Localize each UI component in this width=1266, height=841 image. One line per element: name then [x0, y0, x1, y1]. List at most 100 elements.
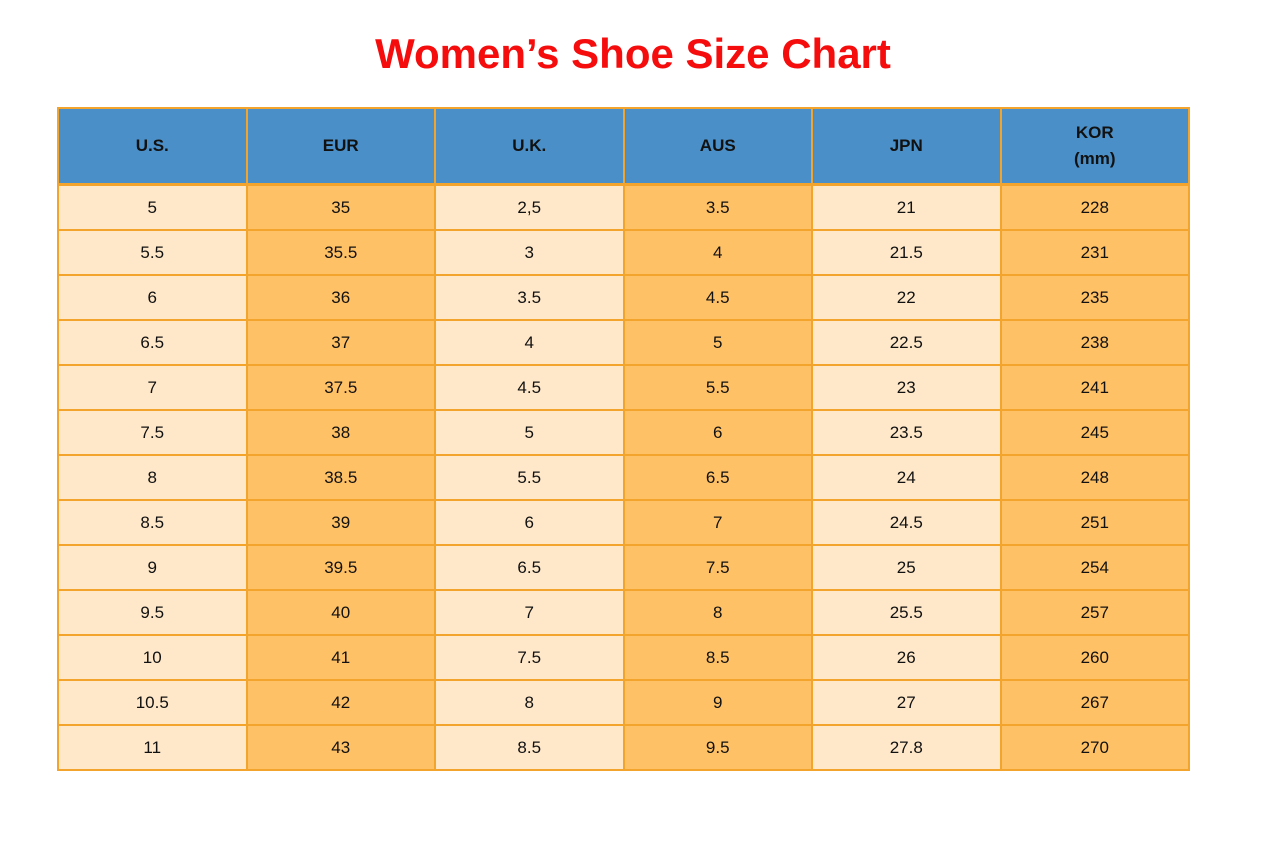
cell: 6.5	[434, 544, 625, 591]
cell: 24.5	[811, 499, 1002, 546]
cell: 3.5	[622, 183, 813, 231]
cell: 24	[811, 454, 1002, 501]
table-row: 11 43 8.5 9.5 27.8 270	[57, 724, 1190, 771]
cell: 7	[622, 499, 813, 546]
table-row: 9.5 40 7 8 25.5 257	[57, 589, 1190, 636]
cell: 22	[811, 274, 1002, 321]
cell: 42	[245, 679, 436, 726]
header-cell-jpn: JPN	[811, 107, 1002, 186]
cell: 37	[245, 319, 436, 366]
cell: 5.5	[622, 364, 813, 411]
cell: 6.5	[622, 454, 813, 501]
cell: 8.5	[434, 724, 625, 771]
cell: 254	[999, 544, 1190, 591]
table-row: 9 39.5 6.5 7.5 25 254	[57, 544, 1190, 591]
table-row: 6 36 3.5 4.5 22 235	[57, 274, 1190, 321]
cell: 8.5	[622, 634, 813, 681]
page-title: Women’s Shoe Size Chart	[375, 30, 891, 77]
table-row: 8 38.5 5.5 6.5 24 248	[57, 454, 1190, 501]
cell: 251	[999, 499, 1190, 546]
cell: 10.5	[57, 679, 248, 726]
cell: 35	[245, 183, 436, 231]
cell: 7.5	[57, 409, 248, 456]
cell: 22.5	[811, 319, 1002, 366]
shoe-size-table: U.S. EUR U.K. AUS JPN KOR (mm) 5 35 2,5 3.5 21 228 5…	[57, 107, 1190, 771]
cell: 8	[434, 679, 625, 726]
cell: 4.5	[434, 364, 625, 411]
table-row: 5.5 35.5 3 4 21.5 231	[57, 229, 1190, 276]
header-row: U.S. EUR U.K. AUS JPN KOR (mm)	[57, 107, 1190, 186]
cell: 11	[57, 724, 248, 771]
cell: 9	[57, 544, 248, 591]
cell: 9.5	[622, 724, 813, 771]
cell: 260	[999, 634, 1190, 681]
cell: 27.8	[811, 724, 1002, 771]
cell: 5	[622, 319, 813, 366]
cell: 36	[245, 274, 436, 321]
cell: 8.5	[57, 499, 248, 546]
cell: 41	[245, 634, 436, 681]
cell: 9.5	[57, 589, 248, 636]
cell: 25	[811, 544, 1002, 591]
cell: 38.5	[245, 454, 436, 501]
header-cell-u-k: U.K.	[434, 107, 625, 186]
cell: 248	[999, 454, 1190, 501]
cell: 4	[434, 319, 625, 366]
cell: 3	[434, 229, 625, 276]
cell: 5	[434, 409, 625, 456]
header-cell-kor-mm: KOR (mm)	[999, 107, 1190, 186]
cell: 23	[811, 364, 1002, 411]
cell: 21	[811, 183, 1002, 231]
cell: 238	[999, 319, 1190, 366]
table-body: 5 35 2,5 3.5 21 228 5.5 35.5 3 4 21.5 231 6 36 3.5 4.5 2…	[57, 183, 1190, 771]
cell: 38	[245, 409, 436, 456]
header-cell-u-s: U.S.	[57, 107, 248, 186]
cell: 7	[434, 589, 625, 636]
cell: 37.5	[245, 364, 436, 411]
cell: 5.5	[57, 229, 248, 276]
cell: 7	[57, 364, 248, 411]
cell: 267	[999, 679, 1190, 726]
header-cell-aus: AUS	[622, 107, 813, 186]
cell: 235	[999, 274, 1190, 321]
cell: 6	[434, 499, 625, 546]
cell: 6	[57, 274, 248, 321]
cell: 257	[999, 589, 1190, 636]
cell: 5	[57, 183, 248, 231]
cell: 40	[245, 589, 436, 636]
cell: 8	[622, 589, 813, 636]
cell: 25.5	[811, 589, 1002, 636]
cell: 6	[622, 409, 813, 456]
cell: 21.5	[811, 229, 1002, 276]
cell: 228	[999, 183, 1190, 231]
table-row: 7 37.5 4.5 5.5 23 241	[57, 364, 1190, 411]
table-row: 10.5 42 8 9 27 267	[57, 679, 1190, 726]
cell: 2,5	[434, 183, 625, 231]
table-row: 7.5 38 5 6 23.5 245	[57, 409, 1190, 456]
cell: 23.5	[811, 409, 1002, 456]
table-row: 8.5 39 6 7 24.5 251	[57, 499, 1190, 546]
cell: 39.5	[245, 544, 436, 591]
cell: 27	[811, 679, 1002, 726]
cell: 10	[57, 634, 248, 681]
cell: 39	[245, 499, 436, 546]
cell: 7.5	[434, 634, 625, 681]
cell: 6.5	[57, 319, 248, 366]
cell: 4.5	[622, 274, 813, 321]
cell: 245	[999, 409, 1190, 456]
cell: 5.5	[434, 454, 625, 501]
cell: 9	[622, 679, 813, 726]
cell: 26	[811, 634, 1002, 681]
cell: 3.5	[434, 274, 625, 321]
table-row: 10 41 7.5 8.5 26 260	[57, 634, 1190, 681]
table-header: U.S. EUR U.K. AUS JPN KOR (mm)	[57, 107, 1190, 186]
header-cell-eur: EUR	[245, 107, 436, 186]
cell: 43	[245, 724, 436, 771]
cell: 241	[999, 364, 1190, 411]
table-row: 6.5 37 4 5 22.5 238	[57, 319, 1190, 366]
cell: 8	[57, 454, 248, 501]
cell: 7.5	[622, 544, 813, 591]
cell: 270	[999, 724, 1190, 771]
cell: 4	[622, 229, 813, 276]
